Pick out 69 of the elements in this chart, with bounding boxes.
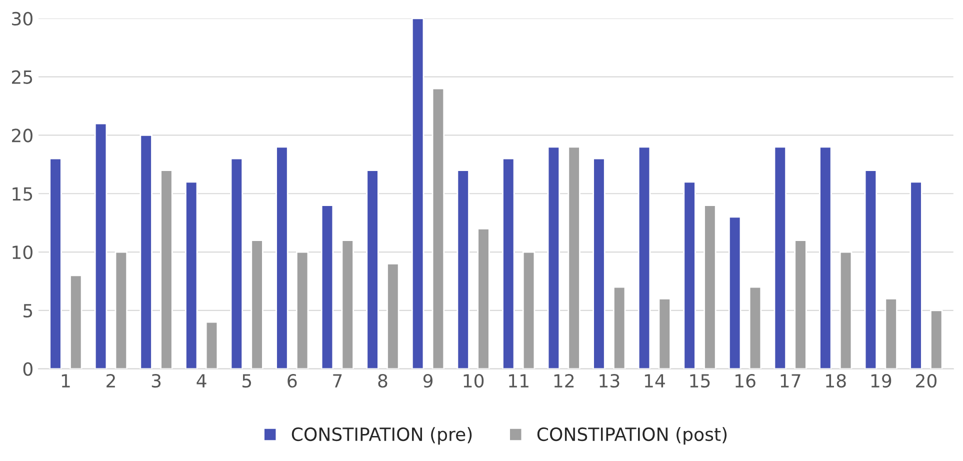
bar: [296, 251, 309, 369]
bar: [884, 298, 898, 369]
x-tick-label: 9: [423, 374, 432, 388]
bar: [568, 146, 580, 369]
bar: [411, 18, 424, 369]
bar: [613, 286, 626, 369]
x-tick-label: 3: [152, 374, 161, 388]
x-tick-label: 7: [333, 374, 342, 388]
bar: [547, 146, 560, 369]
bar: [386, 262, 400, 369]
x-tick-label: 13: [600, 374, 620, 388]
bar: [794, 240, 807, 369]
bar: [70, 274, 82, 369]
y-tick-label: 15: [12, 187, 32, 201]
x-tick-label: 4: [196, 374, 206, 388]
bar: [341, 240, 354, 369]
bar: [910, 181, 922, 369]
x-tick-label: 8: [378, 374, 388, 388]
bar: [930, 310, 943, 369]
bar: [320, 204, 334, 369]
y-tick-label: 0: [23, 362, 32, 376]
bar: [774, 146, 786, 369]
x-tick-label: 11: [509, 374, 528, 388]
bar: [456, 170, 470, 369]
bar: [432, 88, 445, 369]
y-tick-label: 5: [24, 304, 32, 318]
x-tick-label: 6: [288, 374, 297, 388]
bar: [839, 251, 852, 369]
y-tick-label: 30: [12, 12, 32, 26]
bar: [366, 170, 379, 369]
bar: [638, 146, 651, 369]
bar: [864, 170, 878, 369]
x-tick-label: 18: [826, 374, 846, 388]
x-tick-label: 15: [690, 374, 710, 388]
bar: [819, 146, 832, 369]
y-tick-label: 10: [12, 245, 32, 260]
x-tick-label: 20: [916, 374, 936, 388]
x-tick-label: 17: [780, 374, 800, 388]
bar: [114, 251, 128, 369]
y-tick-label: 25: [12, 70, 32, 84]
x-tick-label: 1: [62, 374, 70, 388]
bar: [522, 251, 536, 369]
x-tick-label: 16: [736, 374, 756, 388]
bar: [592, 158, 606, 369]
x-tick-label: 10: [464, 374, 484, 388]
x-tick-label: 14: [644, 374, 665, 388]
bar: [205, 321, 218, 369]
y-tick-label: 20: [12, 128, 32, 142]
bar: [49, 158, 62, 369]
bar: [160, 170, 173, 369]
bar: [502, 158, 515, 369]
bar: [704, 204, 716, 369]
bar: [748, 286, 762, 369]
x-tick-label: 19: [871, 374, 892, 388]
bar: [658, 298, 672, 369]
bar: [94, 122, 108, 369]
x-tick-label: 12: [554, 374, 574, 388]
bar: [230, 158, 244, 369]
bar: [140, 134, 152, 369]
bar: [276, 146, 288, 369]
x-tick-label: 2: [106, 374, 115, 388]
bar: [728, 216, 742, 369]
legend-label: CONSTIPATION (pre): [292, 427, 472, 445]
legend-label: CONSTIPATION (post): [537, 427, 727, 445]
bar: [683, 181, 696, 369]
bar: [477, 228, 490, 369]
bar: [185, 181, 198, 369]
x-tick-label: 5: [242, 374, 252, 388]
bar: [250, 240, 264, 369]
